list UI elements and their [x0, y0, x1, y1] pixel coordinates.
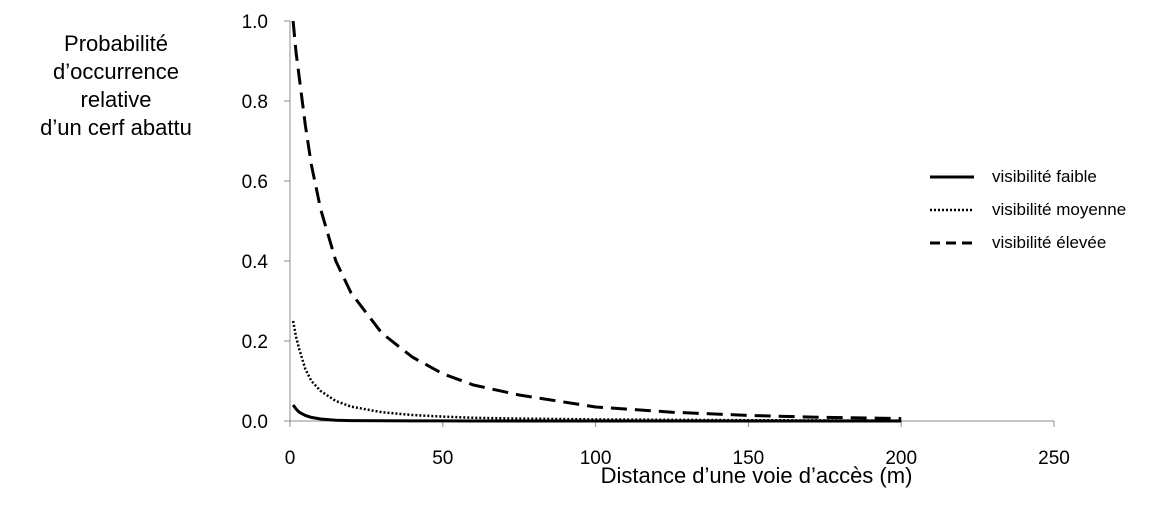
- y-tick-label: 1.0: [242, 12, 268, 33]
- y-tick-label: 0.2: [242, 332, 268, 353]
- x-tick-label: 50: [432, 448, 453, 469]
- tick-labels: 0 50 100 150 200 250 0.0 0.2 0.4 0.6 0.8 1.0: [242, 12, 1070, 469]
- x-axis-label: Distance d’une voie d’accès (m): [600, 463, 913, 488]
- legend-item-elevee: visibilité élevée: [930, 226, 1126, 259]
- legend-swatch-solid: [930, 175, 974, 178]
- y-tick-label: 0.6: [242, 172, 268, 193]
- y-tick-label: 0.4: [242, 252, 269, 273]
- series-lines: [291, 20, 902, 423]
- series-line-dashed: [291, 20, 902, 421]
- legend-item-moyenne: visibilité moyenne: [930, 193, 1126, 226]
- legend-item-faible: visibilité faible: [930, 160, 1126, 193]
- y-axis-label-line-3: relative: [80, 87, 152, 112]
- x-tick-label: 200: [885, 448, 917, 469]
- y-tick-label: 0.8: [242, 92, 268, 113]
- legend: visibilité faible visibilité moyenne vis…: [930, 160, 1126, 259]
- y-axis-label: Probabilité d’occurrence relative d’un c…: [0, 30, 232, 142]
- y-tick-label: 0.0: [242, 412, 268, 433]
- series-line-dotted: [291, 320, 902, 422]
- legend-label-elevee: visibilité élevée: [992, 232, 1107, 252]
- x-tick-label: 0: [285, 448, 296, 469]
- legend-swatch-dashed: [930, 241, 974, 244]
- x-tick-label: 100: [580, 448, 612, 469]
- x-tick-label: 150: [733, 448, 765, 469]
- legend-swatch-dotted: [930, 208, 974, 211]
- x-tick-label: 250: [1038, 448, 1070, 469]
- legend-label-faible: visibilité faible: [992, 166, 1097, 186]
- y-axis-label-line-2: d’occurrence: [53, 59, 179, 84]
- y-axis-label-line-4: d’un cerf abattu: [40, 115, 192, 140]
- y-axis-label-line-1: Probabilité: [64, 31, 168, 56]
- legend-label-moyenne: visibilité moyenne: [992, 199, 1127, 219]
